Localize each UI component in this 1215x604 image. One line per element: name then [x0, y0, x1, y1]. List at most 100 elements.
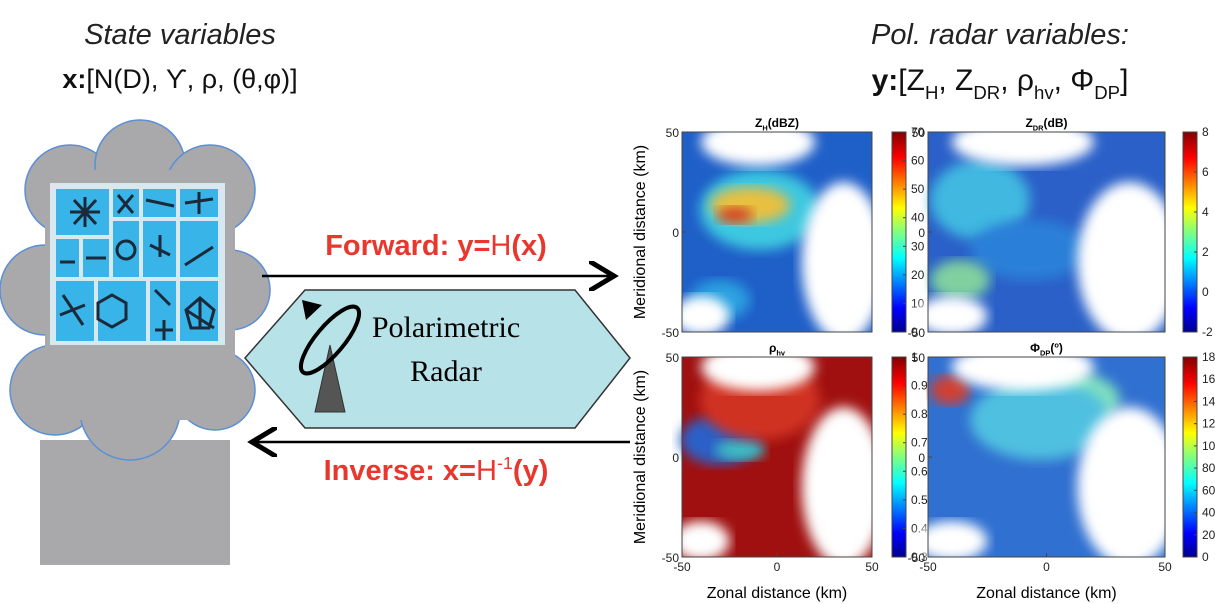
field-blob [970, 220, 1090, 280]
inverse-label: Inverse: x=H-1(y) [324, 453, 549, 487]
y-tick-label: -50 [908, 326, 926, 340]
y-tick-label: -50 [662, 326, 680, 340]
colorbar-tick-label: 0.6 [911, 464, 928, 478]
colorbar-tick-label: 2 [1202, 245, 1209, 259]
figure: Polarimetric Radar State variables x:[N(… [0, 0, 1215, 604]
text-part: y: [872, 64, 899, 97]
colorbar [892, 132, 906, 332]
y-tick-label: 50 [912, 351, 926, 365]
y-tick-label: 50 [666, 126, 680, 140]
text-part: , [1000, 64, 1017, 97]
no-echo [673, 296, 730, 336]
text-part: x: [62, 64, 86, 94]
no-echo [1077, 407, 1181, 567]
text-part: Φ [1070, 64, 1094, 97]
colorbar-tick-label: 0.9 [911, 379, 928, 393]
forward-label: Forward: y=H(x) [325, 230, 547, 262]
y-axis-label: Meridional distance (km) [632, 370, 649, 544]
no-echo [802, 182, 886, 342]
text-part: DP [1094, 82, 1120, 103]
colorbar-tick-label: 140 [1202, 394, 1215, 408]
x-tick-label: 50 [865, 560, 879, 574]
text-part: (y) [513, 455, 548, 487]
colorbar-tick-label: 6 [1202, 165, 1209, 179]
colorbar-tick-label: 8 [1202, 125, 1209, 139]
no-echo [673, 521, 730, 561]
colorbar-tick-label: 0.7 [911, 436, 928, 450]
no-echo [1077, 182, 1181, 342]
y-tick-label: 0 [918, 226, 925, 240]
colorbar-tick-label: 20 [1202, 528, 1215, 542]
text-part: DR [973, 82, 1000, 103]
colorbar-tick-label: 120 [1202, 417, 1215, 431]
text-part: Z [955, 64, 973, 97]
colorbar [1183, 132, 1197, 332]
text-part: H [490, 230, 511, 262]
text-part: [N(D), ϒ, ρ, (θ,φ)] [86, 64, 297, 94]
no-echo [952, 118, 1094, 166]
no-echo [916, 296, 987, 336]
x-tick-label: -50 [673, 560, 691, 574]
radar-line1: Polarimetric [372, 311, 520, 344]
y-tick-label: 50 [666, 351, 680, 365]
colorbar-tick-label: 0 [1202, 285, 1209, 299]
colorbar-tick-label: 180 [1202, 350, 1215, 364]
colorbar-tick-label: 160 [1202, 372, 1215, 386]
colorbar-tick-label: 60 [1202, 483, 1215, 497]
text-part: -1 [497, 453, 513, 473]
y-tick-label: 0 [672, 451, 679, 465]
colorbar [1183, 357, 1197, 557]
text-part: H [476, 455, 497, 487]
x-tick-label: 50 [1158, 560, 1172, 574]
y-tick-label: 0 [672, 226, 679, 240]
radar-line2: Radar [410, 355, 482, 388]
colorbar-tick-label: 0 [1202, 550, 1209, 564]
radar-vars: y:[ZH, ZDR, ρhv, ΦDP] [872, 64, 1129, 103]
field-blob [717, 207, 753, 223]
colorbar-tick-label: 40 [911, 211, 925, 225]
text-part: Z [907, 64, 925, 97]
x-axis-label: Zonal distance (km) [707, 585, 848, 602]
no-echo [916, 521, 987, 561]
text-part: ] [1120, 64, 1128, 97]
colorbar-tick-label: 80 [1202, 461, 1215, 475]
text-part: Z [755, 116, 762, 130]
x-tick-label: 0 [774, 560, 781, 574]
colorbar-tick-label: 100 [1202, 439, 1215, 453]
text-part: DR [1033, 124, 1044, 133]
colorbar-tick-label: 40 [1202, 506, 1215, 520]
x-tick-label: 0 [1043, 560, 1050, 574]
colorbar [892, 357, 906, 557]
no-echo [701, 343, 815, 391]
text-part: , [1054, 64, 1071, 97]
text-part: (x) [511, 230, 546, 262]
y-tick-label: 50 [912, 126, 926, 140]
radar-vars-title: Pol. radar variables: [871, 19, 1129, 51]
colorbar-tick-label: 4 [1202, 205, 1209, 219]
no-echo [802, 407, 886, 567]
text-part: Inverse: x= [324, 455, 476, 487]
colorbar-tick-label: 0.5 [911, 493, 928, 507]
text-part: DP [1040, 349, 1050, 358]
colorbar-tick-label: 50 [911, 182, 925, 196]
text-part: hv [776, 349, 786, 358]
text-part: (dBZ) [768, 116, 799, 130]
text-part: (dB) [1044, 116, 1068, 130]
field-blob [930, 260, 990, 300]
text-part: ) [1059, 341, 1063, 355]
state-vars: x:[N(D), ϒ, ρ, (θ,φ)] [62, 64, 297, 94]
no-echo [952, 343, 1094, 391]
colorbar-tick-label: 60 [911, 154, 925, 168]
text-part: ρ [769, 341, 776, 355]
radar-panel: ΦDP(o)020406080100120140160180500-50-500… [908, 340, 1215, 602]
x-tick-label: -50 [919, 560, 937, 574]
colorbar-tick-label: 20 [911, 268, 925, 282]
colorbar-tick-label: 30 [911, 239, 925, 253]
snowflake-image [50, 183, 225, 345]
text-part: ρ [1017, 64, 1034, 97]
state-title: State variables [84, 19, 276, 51]
text-part: Z [1025, 116, 1032, 130]
